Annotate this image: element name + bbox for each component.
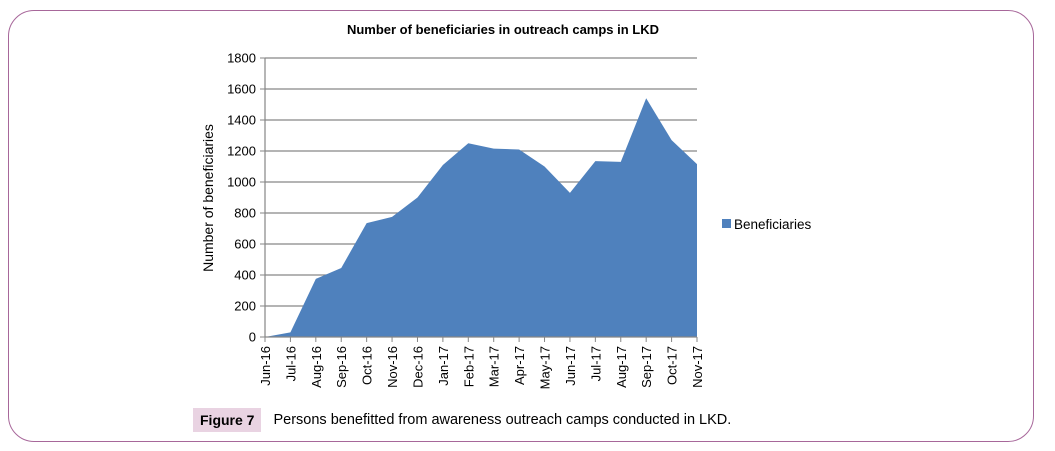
x-tick-label: Jul-16 xyxy=(283,346,298,381)
y-tick-labels: 0 200 400 600 800 1000 1200 1400 1600 1800 xyxy=(227,51,256,345)
y-tick-label: 800 xyxy=(234,206,256,221)
y-tick-label: 400 xyxy=(234,268,256,283)
x-tick-label: Aug-17 xyxy=(614,346,629,388)
y-tick-label: 1000 xyxy=(227,175,256,190)
y-tick-label: 200 xyxy=(234,299,256,314)
x-tick-label: Aug-16 xyxy=(309,346,324,388)
chart-title: Number of beneficiaries in outreach camp… xyxy=(347,22,659,37)
x-tick-label: Jul-17 xyxy=(588,346,603,381)
figure-caption: Figure 7 Persons benefitted from awarene… xyxy=(193,408,731,432)
x-tick-label: Apr-17 xyxy=(512,346,527,385)
x-tick-label: Sep-17 xyxy=(639,346,654,388)
x-tick-label: Nov-17 xyxy=(690,346,705,388)
y-tick-label: 1800 xyxy=(227,51,256,66)
x-tick-label: Oct-17 xyxy=(665,346,680,385)
x-tick-label: Jun-16 xyxy=(258,346,273,386)
x-tick-label: Jan-17 xyxy=(436,346,451,386)
figure-label: Figure 7 xyxy=(193,408,262,432)
y-tick-label: 0 xyxy=(249,330,256,345)
figure-frame xyxy=(8,10,1034,442)
x-tick-label: Sep-16 xyxy=(334,346,349,388)
x-tick-label: Dec-16 xyxy=(410,346,425,388)
legend: Beneficiaries xyxy=(722,217,812,232)
x-tick-label: Jun-17 xyxy=(563,346,578,386)
y-tick-label: 1400 xyxy=(227,113,256,128)
x-tick-labels: Jun-16 Jul-16 Aug-16 Sep-16 Oct-16 Nov-16 Dec-… xyxy=(258,346,705,389)
caption-text: Persons benefitted from awareness outrea… xyxy=(273,412,732,428)
x-tick-label: Mar-17 xyxy=(487,346,502,387)
x-tick-label: Nov-16 xyxy=(385,346,400,388)
x-tick-label: Oct-16 xyxy=(360,346,375,385)
legend-swatch xyxy=(722,219,731,228)
axes xyxy=(260,57,698,342)
x-tick-label: Feb-17 xyxy=(461,346,476,387)
y-axis-title: Number of beneficiaries xyxy=(200,124,216,272)
x-tick-label: May-17 xyxy=(538,346,553,389)
area-series xyxy=(265,98,697,337)
y-tick-label: 600 xyxy=(234,237,256,252)
area-fill xyxy=(265,98,697,337)
legend-label: Beneficiaries xyxy=(734,217,812,232)
y-tick-label: 1200 xyxy=(227,144,256,159)
y-tick-label: 1600 xyxy=(227,82,256,97)
